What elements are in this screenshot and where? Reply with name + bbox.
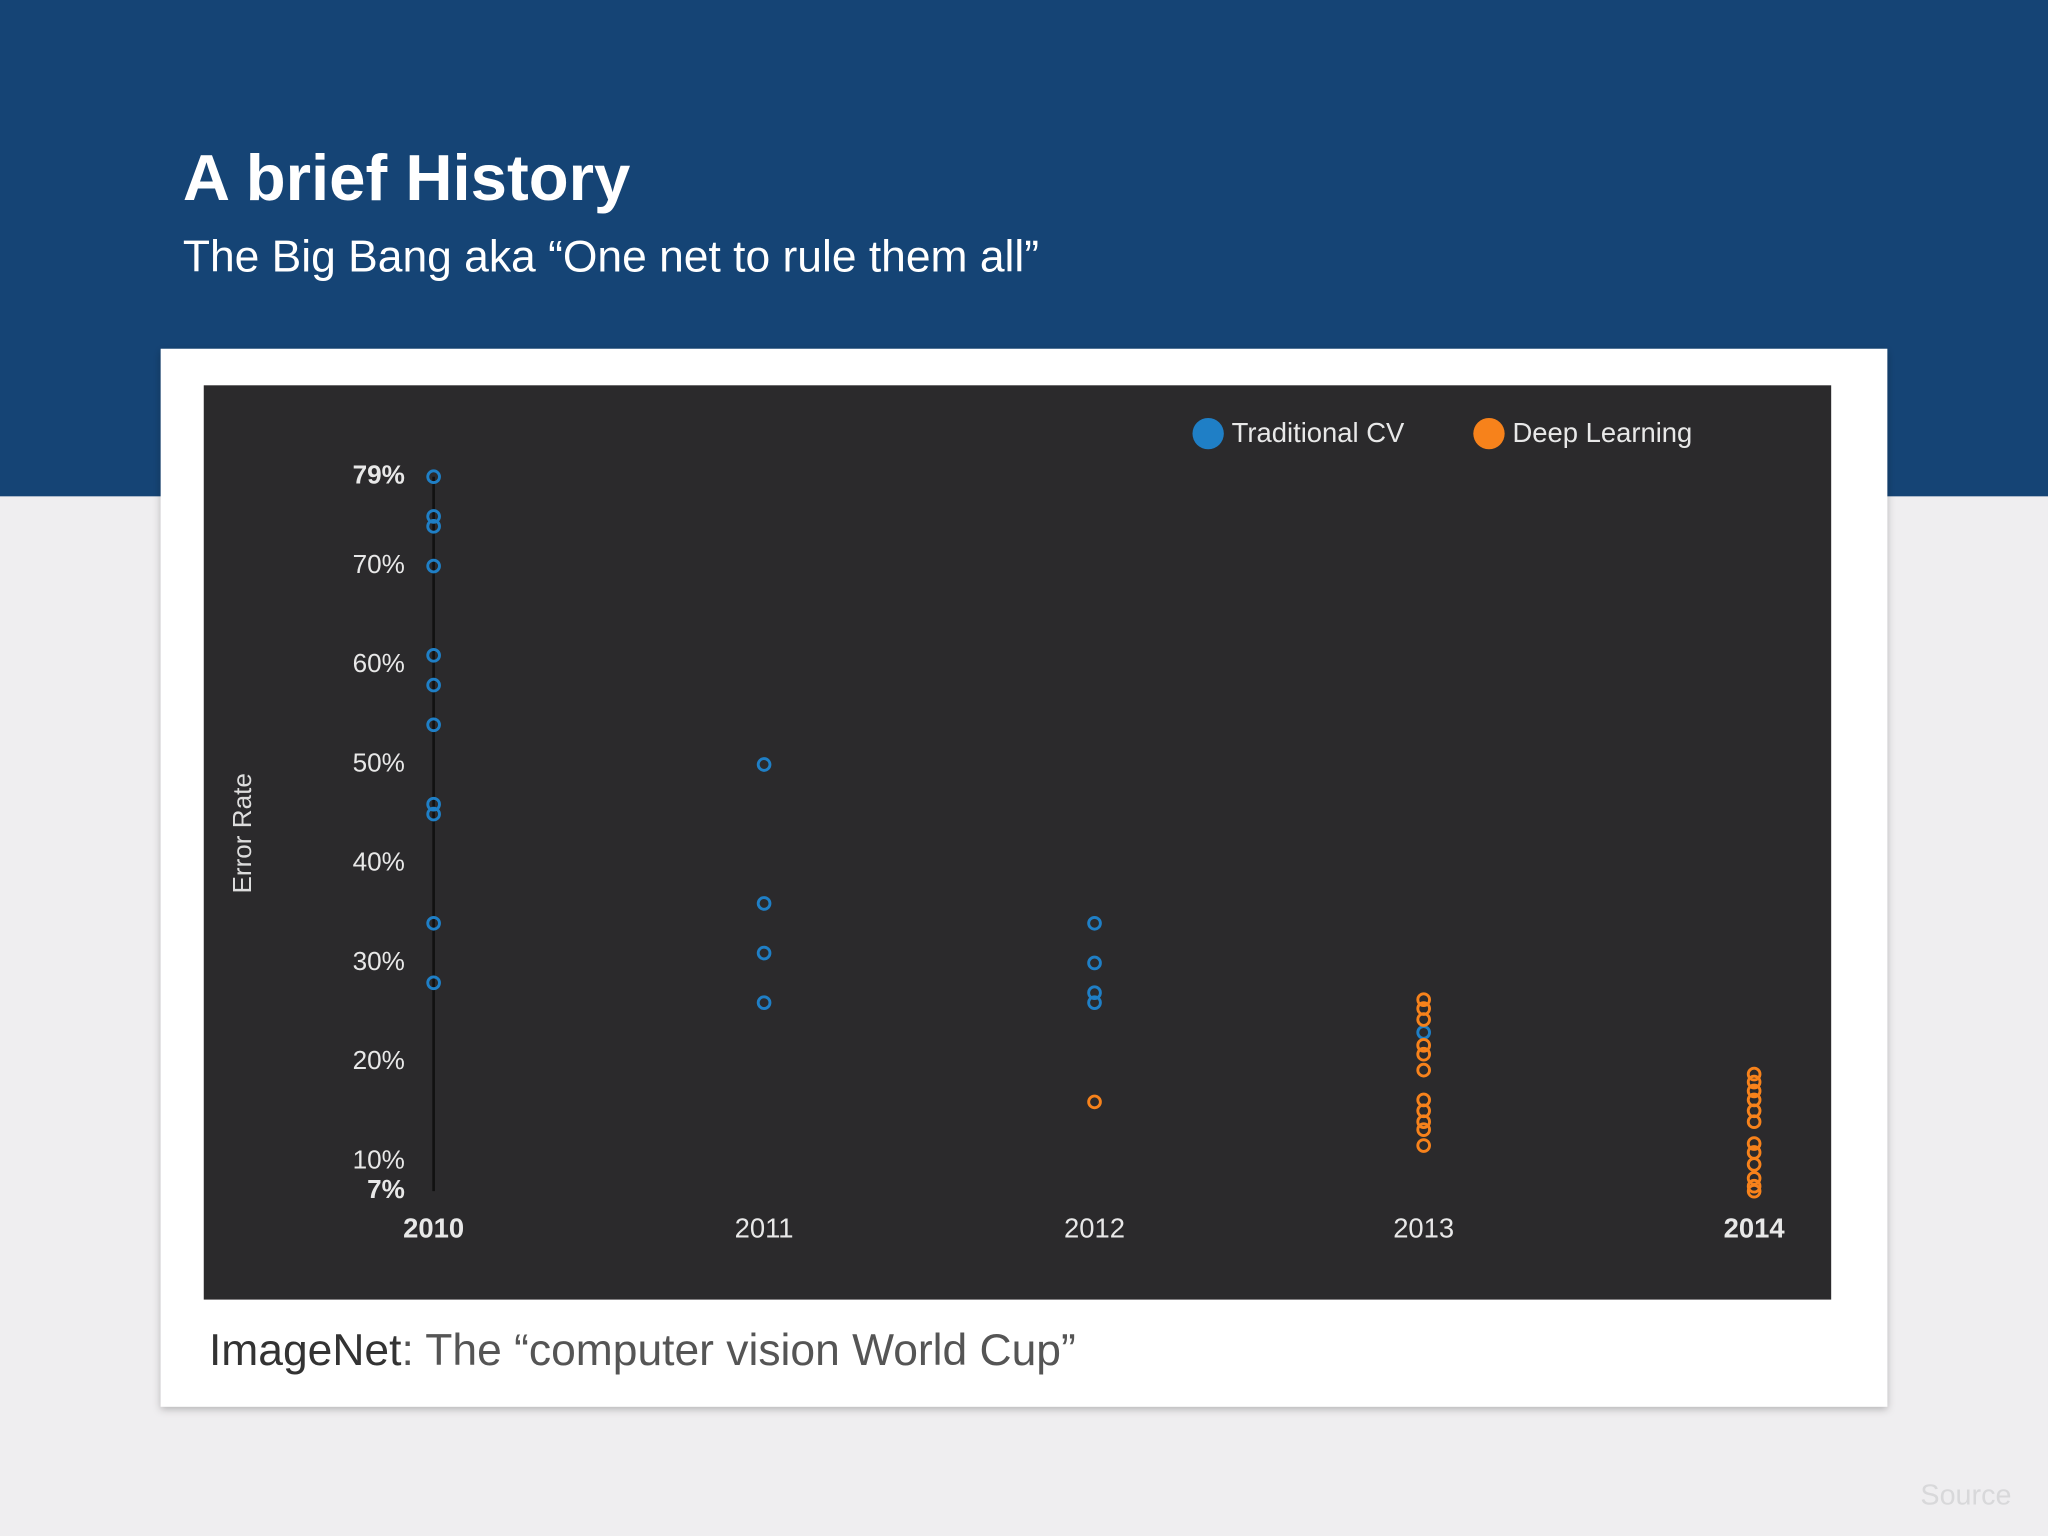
data-point [1416, 1114, 1431, 1130]
data-point [426, 806, 441, 822]
x-tick-label: 2010 [403, 1213, 464, 1244]
slide-subtitle: The Big Bang aka “One net to rule them a… [183, 233, 1039, 282]
data-point [1087, 1094, 1102, 1110]
y-axis-label: Error Rate [227, 773, 257, 893]
data-point [756, 945, 772, 961]
data-point [426, 469, 441, 485]
data-point [1087, 995, 1102, 1010]
y-tick-label: 60% [353, 648, 405, 678]
y-tick-label: 30% [353, 946, 405, 976]
data-point [426, 558, 441, 574]
data-point [426, 519, 441, 534]
y-tick-label: 10% [353, 1144, 405, 1174]
data-point [1746, 1136, 1762, 1151]
y-tick-label: 20% [353, 1045, 405, 1075]
x-tick-label: 2012 [1064, 1213, 1125, 1244]
caption: ImageNet: The “computer vision World Cup… [209, 1326, 1076, 1375]
x-tick-label: 2014 [1724, 1213, 1786, 1244]
legend-swatch [1192, 417, 1224, 450]
data-point [426, 648, 441, 663]
data-point [1746, 1183, 1762, 1199]
slide-title: A brief History [183, 141, 630, 214]
data-point [1746, 1157, 1762, 1172]
data-point [1416, 992, 1431, 1007]
data-point [1416, 1062, 1431, 1078]
data-point [426, 975, 441, 991]
data-point [1746, 1074, 1762, 1090]
legend-label: Deep Learning [1512, 417, 1692, 448]
data-point [1416, 1046, 1431, 1062]
data-point [1416, 1122, 1431, 1137]
data-point [426, 509, 441, 524]
y-tick-label: 79% [353, 460, 405, 490]
data-point [756, 896, 772, 911]
y-tick-label: 40% [353, 847, 405, 877]
data-point [1746, 1066, 1762, 1082]
data-point [1087, 955, 1102, 971]
data-point [426, 796, 441, 812]
data-point [1416, 1138, 1431, 1153]
data-point [426, 677, 441, 693]
data-point [1416, 1038, 1431, 1053]
plot: 79% 70% 60% 50% 40% 30% 20% 10%7% 2010 2011 2012 20… [353, 417, 1786, 1243]
y-tick-label: 50% [353, 747, 405, 777]
caption-text: : The “computer vision World Cup” [401, 1326, 1075, 1375]
source-link[interactable]: Source [1920, 1479, 2011, 1511]
legend-swatch [1473, 417, 1505, 450]
x-tick-label: 2011 [735, 1213, 794, 1244]
data-point [1746, 1083, 1762, 1099]
data-point [426, 717, 441, 733]
y-tick-label: 70% [353, 549, 405, 579]
data-point [1746, 1178, 1762, 1194]
y-tick-label: 7% [367, 1174, 405, 1204]
chart-panel [203, 385, 1832, 1300]
x-tick-label: 2013 [1393, 1213, 1454, 1244]
data-point [756, 757, 772, 772]
data-point [1087, 915, 1102, 931]
data-point [1416, 1012, 1431, 1027]
legend-label: Traditional CV [1232, 417, 1405, 448]
data-point [1746, 1114, 1762, 1130]
data-point [1087, 985, 1102, 1001]
data-point [756, 995, 772, 1010]
data-point [426, 915, 441, 931]
caption-name: ImageNet [209, 1326, 402, 1375]
